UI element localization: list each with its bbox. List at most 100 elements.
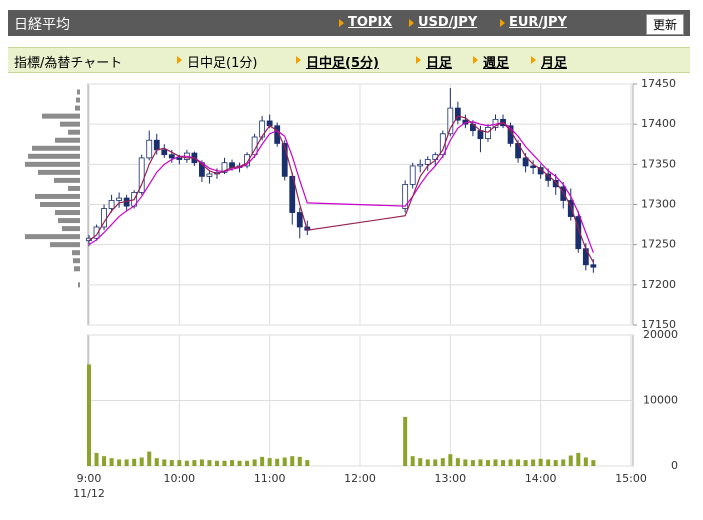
profile-bar: [38, 169, 80, 175]
profile-bar: [54, 177, 80, 183]
candle-body: [93, 226, 100, 239]
candle-body: [409, 165, 416, 185]
candle-body: [244, 154, 250, 167]
volume-bar: [94, 452, 99, 466]
volume-bar: [124, 459, 129, 466]
candle-body: [266, 120, 273, 127]
link[interactable]: EUR/JPY: [499, 15, 567, 30]
volume-bar: [214, 460, 219, 466]
volume-bar: [531, 459, 536, 466]
nav-item[interactable]: 日中足(1分): [176, 52, 257, 71]
profile-bar: [58, 218, 80, 224]
nav-bar: 指標/為替チャート 日中足(1分) 日中足(5分) 日足 週足 月足: [8, 47, 690, 73]
volume-bar: [252, 459, 257, 466]
candle-body: [146, 139, 153, 159]
profile-bar: [62, 226, 80, 232]
volume-bar: [455, 458, 460, 466]
volume-bar: [139, 457, 144, 466]
candle-body: [281, 143, 288, 177]
x-tick-label: 9:00: [77, 472, 102, 485]
y-tick-label: 17350: [641, 157, 676, 170]
volume-bar: [109, 458, 114, 466]
refresh-button[interactable]: 更新: [645, 14, 684, 35]
volume-bar: [102, 456, 107, 466]
volume-bar: [267, 458, 272, 466]
moving-average: [88, 115, 594, 263]
volume-bar: [192, 460, 197, 466]
candle-body: [530, 165, 537, 168]
moving-average: [88, 121, 594, 253]
volume-bar: [508, 459, 513, 466]
volume-bar: [448, 454, 453, 466]
candle-body: [402, 184, 409, 209]
y-tick-label: 17150: [641, 318, 676, 331]
y-tick-label: 0: [671, 459, 678, 472]
profile-bar: [76, 97, 80, 103]
volume-bar: [207, 460, 212, 466]
profile-bar: [68, 129, 80, 135]
date-label: 11/12: [73, 487, 105, 500]
volume-bar: [132, 458, 137, 466]
x-tick-label: 10:00: [163, 472, 195, 485]
profile-bar: [42, 113, 80, 119]
x-tick-label: 12:00: [344, 472, 376, 485]
candle-body: [590, 264, 597, 268]
profile-bar: [72, 250, 80, 256]
candle-body: [417, 163, 424, 167]
candle-body: [424, 159, 431, 165]
x-tick-label: 13:00: [434, 472, 466, 485]
volume-bar: [305, 460, 310, 466]
link[interactable]: TOPIX: [338, 15, 392, 30]
volume-bar: [147, 451, 152, 466]
nav-item[interactable]: 日中足(5分): [295, 52, 379, 71]
volume-bar: [154, 458, 159, 466]
profile-bar: [75, 105, 80, 111]
volume-bar: [403, 416, 408, 466]
candle-body: [477, 130, 484, 140]
candle-body: [296, 212, 303, 228]
volume-bar: [297, 456, 302, 466]
candle-body: [116, 197, 123, 201]
profile-bar: [77, 89, 80, 95]
candle-body: [206, 173, 213, 177]
candle-body: [485, 126, 491, 140]
header-title: 日経平均: [14, 17, 70, 33]
nav-item[interactable]: 週足: [472, 52, 509, 71]
profile-bar: [78, 282, 80, 288]
volume-bar: [199, 459, 204, 466]
y-tick-label: 17450: [641, 77, 676, 90]
volume-bar: [440, 458, 445, 466]
volume-bar: [501, 460, 506, 466]
candle-body: [221, 162, 228, 173]
volume-bar: [433, 459, 438, 466]
candle-body: [575, 216, 582, 250]
y-tick-label: 17200: [641, 278, 676, 291]
profile-bar: [40, 202, 80, 207]
volume-bar: [117, 459, 122, 466]
candle-body: [168, 154, 175, 159]
volume-bar: [237, 460, 242, 466]
volume-bar: [282, 457, 287, 466]
volume-bar: [463, 459, 468, 466]
volume-bar: [485, 460, 490, 466]
volume-bar: [169, 460, 174, 466]
profile-bar: [68, 185, 80, 191]
volume-bar: [553, 460, 558, 466]
volume-bar: [275, 458, 280, 466]
y-tick-label: 10000: [643, 394, 678, 407]
volume-bar: [290, 456, 295, 466]
candle-body: [161, 149, 168, 156]
nav-item[interactable]: 日足: [415, 52, 452, 71]
nav-item[interactable]: 月足: [530, 52, 567, 71]
y-tick-label: 17300: [641, 198, 676, 211]
link[interactable]: USD/JPY: [408, 15, 477, 30]
x-tick-label: 11:00: [254, 472, 286, 485]
y-tick-label: 20000: [643, 328, 678, 341]
profile-bar: [60, 121, 80, 127]
profile-bar: [25, 161, 80, 167]
profile-bar: [55, 137, 80, 143]
volume-bar: [245, 460, 250, 466]
candle-body: [522, 157, 529, 167]
